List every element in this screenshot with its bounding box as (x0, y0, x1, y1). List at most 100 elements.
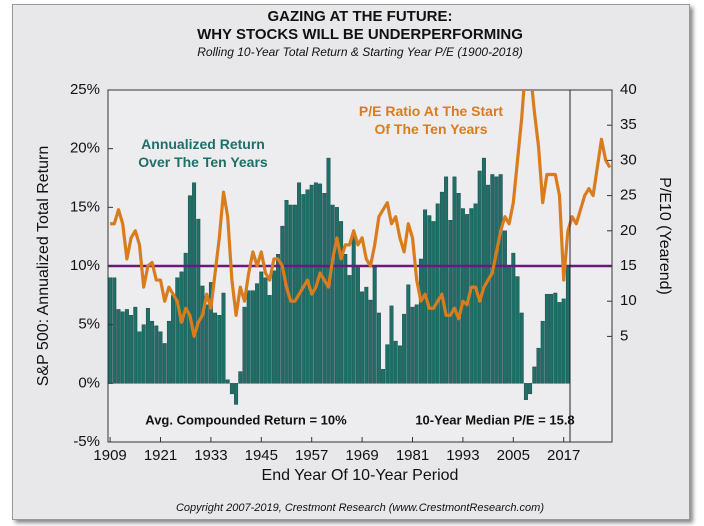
y2-tick-label: 10 (620, 292, 637, 309)
x-tick-label: 1993 (446, 447, 479, 464)
bar (376, 312, 381, 384)
bar (498, 174, 503, 384)
y2-tick-label: 20 (620, 222, 637, 239)
bar (267, 295, 272, 384)
bar (318, 183, 323, 384)
bar (229, 383, 234, 395)
line (110, 90, 612, 338)
bar (481, 157, 486, 384)
bar (259, 271, 264, 384)
bar (221, 292, 226, 384)
y2-tick-label: 40 (620, 81, 637, 98)
bar (200, 285, 205, 384)
y-tick-label: -5% (73, 433, 100, 450)
bar (553, 292, 558, 384)
bar (435, 203, 440, 384)
bar (187, 195, 192, 384)
x-tick-label: 2017 (547, 447, 580, 464)
chart-title: GAZING AT THE FUTURE: (268, 8, 453, 25)
bar (494, 176, 499, 384)
bar (414, 304, 419, 384)
bar (145, 308, 150, 384)
bar (309, 184, 314, 384)
y-tick-label: 15% (70, 198, 100, 215)
bar (532, 366, 537, 384)
bar (137, 331, 142, 384)
bar (234, 383, 239, 405)
bar (431, 221, 436, 384)
bar (154, 325, 159, 384)
x-tick-label: 1909 (93, 447, 126, 464)
bar (397, 345, 402, 384)
x-axis-label: End Year Of 10-Year Period (262, 467, 459, 484)
x-tick-label: 1945 (245, 447, 278, 464)
x-tick-label: 1981 (396, 447, 429, 464)
y2-axis-label: P/E10 (Yearend) (656, 177, 673, 295)
bar (406, 284, 411, 384)
bar (171, 295, 176, 384)
footer: Copyright 2007-2019, Crestmont Research … (176, 502, 544, 514)
bar (133, 306, 138, 384)
bar (452, 176, 457, 384)
bar (322, 193, 327, 384)
bar (271, 270, 276, 384)
x-tick-label: 1921 (144, 447, 177, 464)
bar (330, 204, 335, 384)
bar (439, 191, 444, 384)
bar (351, 232, 356, 384)
bar (381, 369, 386, 384)
bar (444, 176, 449, 384)
y-axis-label: S&P 500: Annualized Total Return (35, 146, 52, 386)
y2-tick-label: 5 (620, 327, 628, 344)
bar (116, 309, 121, 384)
x-tick-label: 1957 (295, 447, 328, 464)
annotation: Avg. Compounded Return = 10% (145, 412, 347, 427)
bar (393, 340, 398, 384)
bar (343, 254, 348, 384)
series-label: Annualized Return Over The Ten Years (138, 136, 268, 170)
bar (217, 315, 222, 384)
bar (250, 290, 255, 384)
bar (511, 252, 516, 384)
bar (213, 312, 218, 384)
bar (490, 174, 495, 384)
bar (255, 283, 260, 384)
bar (544, 293, 549, 384)
bar (418, 258, 423, 384)
annotation: 10-Year Median P/E = 15.8 (415, 412, 574, 427)
bar (557, 302, 562, 384)
bar (360, 291, 365, 384)
y2-tick-label: 30 (620, 151, 637, 168)
bar (129, 315, 134, 384)
bar (519, 312, 524, 384)
bar (502, 230, 507, 384)
bar (162, 343, 167, 384)
bar (368, 299, 373, 384)
bar (536, 347, 541, 384)
bar (297, 182, 302, 384)
y-tick-label: 10% (70, 257, 100, 274)
marks (108, 90, 612, 442)
bar (515, 276, 520, 384)
bar (208, 282, 213, 384)
bar (246, 290, 251, 384)
bar (402, 313, 407, 384)
y2-tick-label: 35 (620, 116, 637, 133)
bar (523, 383, 528, 400)
bar (124, 309, 129, 384)
bar (456, 193, 461, 384)
bar (166, 320, 171, 384)
bar (183, 252, 188, 384)
bar (112, 277, 117, 384)
bar (540, 320, 545, 384)
y2-tick-label: 25 (620, 187, 637, 204)
bar (364, 286, 369, 384)
bar (242, 306, 247, 384)
series-label: P/E Ratio At The Start Of The Ten Years (358, 103, 504, 137)
bar (410, 306, 415, 384)
bar (448, 220, 453, 384)
bar (204, 304, 209, 384)
bar (280, 225, 285, 384)
